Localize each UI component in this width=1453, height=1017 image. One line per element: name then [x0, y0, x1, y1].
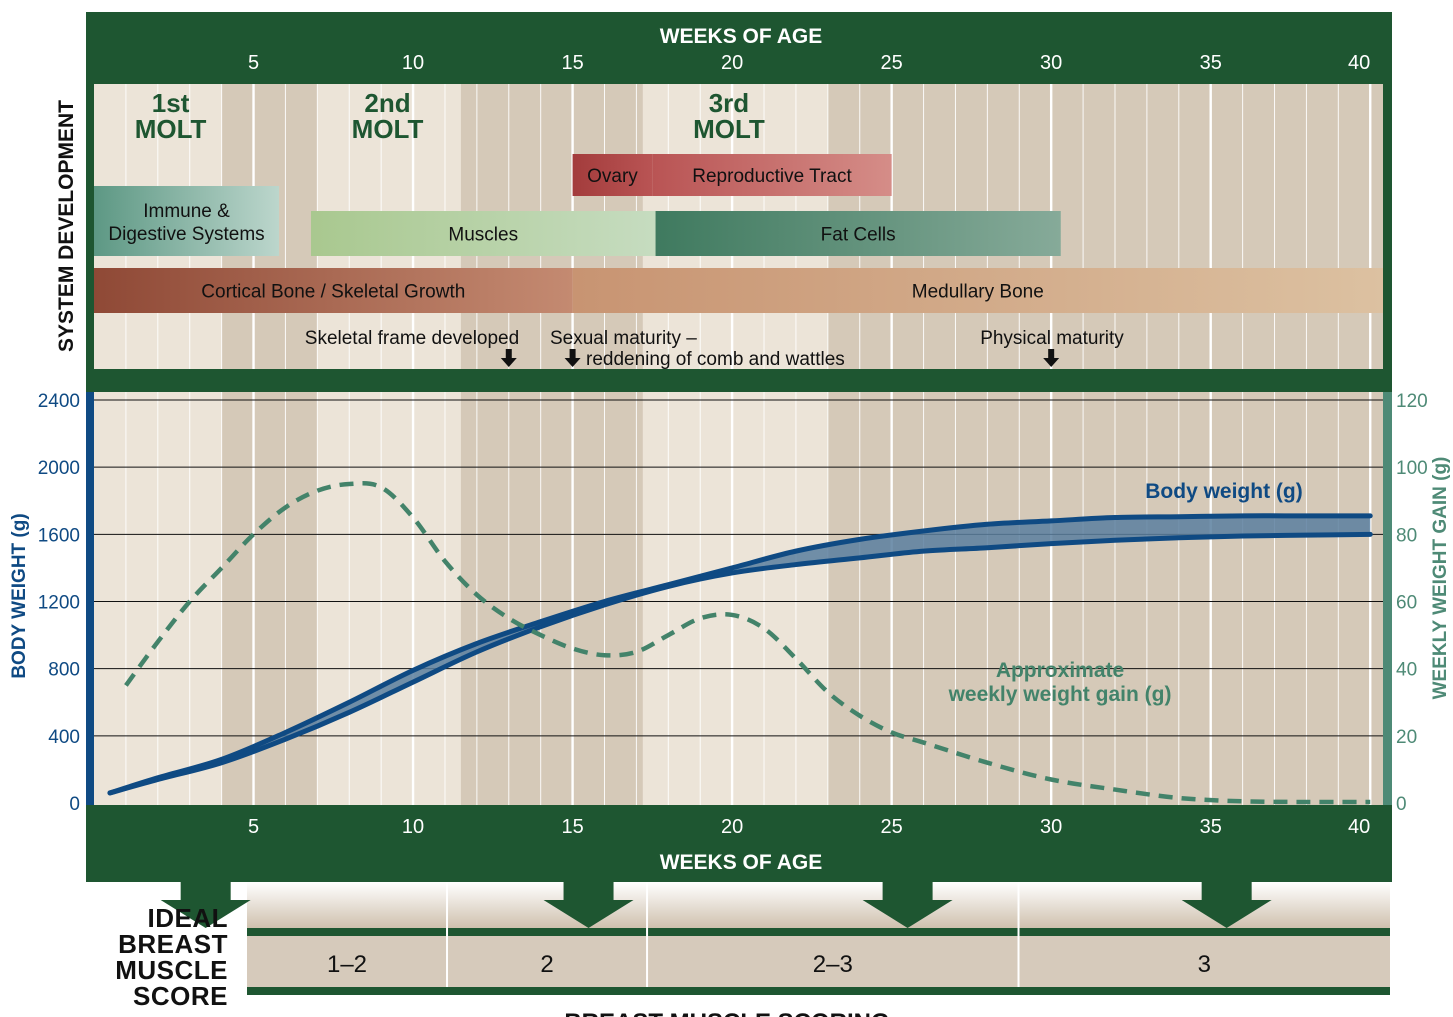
- score-bottom-rule: [247, 987, 1390, 995]
- x-tick-label-bottom: 20: [721, 816, 743, 838]
- development-bar-label: Immune &: [143, 201, 230, 222]
- x-tick-label-bottom: 35: [1200, 816, 1222, 838]
- x-tick-label-bottom: 5: [248, 816, 259, 838]
- x-axis-title-bottom: WEEKS OF AGE: [660, 851, 823, 874]
- x-tick-label-bottom: 15: [561, 816, 583, 838]
- development-bar-label: Reproductive Tract: [692, 166, 852, 187]
- y-left-tick-label: 800: [48, 660, 80, 681]
- y-left-tick-label: 400: [48, 727, 80, 748]
- x-axis-title-top: WEEKS OF AGE: [660, 25, 823, 48]
- y-right-tick-label: 80: [1396, 525, 1417, 546]
- y-left-tick-label: 0: [69, 794, 80, 815]
- left-axis-bar: [86, 392, 94, 805]
- molt-label: 3rd: [709, 88, 749, 118]
- score-label: 1–2: [327, 951, 367, 978]
- x-tick-label-top: 5: [248, 52, 259, 74]
- development-bar: [94, 268, 573, 313]
- development-bar: [655, 211, 1061, 256]
- right-axis-bar: [1383, 392, 1392, 805]
- molt-label: MOLT: [135, 114, 207, 144]
- development-bar-label: Medullary Bone: [912, 282, 1044, 303]
- x-tick-label-top: 40: [1348, 52, 1370, 74]
- molt-label: MOLT: [352, 114, 424, 144]
- y-right-tick-label: 20: [1396, 727, 1417, 748]
- y-right-tick-label: 120: [1396, 391, 1428, 412]
- y-right-tick-label: 40: [1396, 660, 1417, 681]
- milestone-label: Sexual maturity –: [550, 328, 697, 349]
- breast-muscle-title-line: IDEAL: [147, 903, 228, 933]
- breast-muscle-scoring-title: BREAST MUSCLE SCORING: [564, 1009, 889, 1017]
- molt-label: 1st: [152, 88, 190, 118]
- y-left-tick-label: 2000: [38, 458, 80, 479]
- development-bar-label: Muscles: [448, 225, 518, 246]
- x-tick-label-bottom: 40: [1348, 816, 1370, 838]
- breast-muscle-title-line: MUSCLE: [115, 955, 228, 985]
- x-tick-label-bottom: 30: [1040, 816, 1062, 838]
- left-axis-area: [0, 392, 86, 805]
- development-bar: [572, 154, 653, 196]
- development-bar-label: Digestive Systems: [108, 224, 264, 245]
- milestone-arrow: [1043, 349, 1060, 367]
- milestone-label: reddening of comb and wattles: [586, 349, 845, 370]
- score-arrow: [160, 882, 251, 928]
- x-tick-label-top: 10: [402, 52, 424, 74]
- score-arrow: [543, 882, 634, 928]
- system-development-title: SYSTEM DEVELOPMENT: [55, 100, 78, 352]
- milestone-arrow: [564, 349, 581, 367]
- weekly-gain-label: Approximate: [996, 659, 1124, 682]
- milestone-label: Physical maturity: [980, 328, 1124, 349]
- body-weight-upper-line: [107, 513, 1373, 796]
- score-row-background: [247, 936, 1390, 987]
- y-right-tick-label: 60: [1396, 593, 1417, 614]
- right-axis-area: [1392, 392, 1453, 805]
- y-left-tick-label: 1200: [38, 593, 80, 614]
- molt-shading: [827, 392, 1383, 805]
- breast-muscle-title-line: SCORE: [133, 981, 228, 1011]
- development-bar: [572, 268, 1383, 313]
- development-bar-label: Ovary: [587, 166, 638, 187]
- y-right-tick-label: 100: [1396, 458, 1428, 479]
- body-weight-label: Body weight (g): [1145, 480, 1302, 503]
- score-top-rule: [247, 928, 1390, 936]
- x-tick-label-bottom: 10: [402, 816, 424, 838]
- score-label: 3: [1198, 951, 1211, 978]
- molt-label: MOLT: [693, 114, 765, 144]
- y-right-axis-title: WEEKLY WEIGHT GAIN (g): [1430, 457, 1451, 700]
- x-tick-label-top: 35: [1200, 52, 1222, 74]
- x-tick-label-top: 30: [1040, 52, 1062, 74]
- development-bar: [652, 154, 892, 196]
- milestone-arrow: [500, 349, 517, 367]
- score-label: 2: [540, 951, 553, 978]
- development-bar: [310, 211, 656, 256]
- development-bar: [94, 186, 280, 256]
- y-right-tick-label: 0: [1396, 794, 1407, 815]
- y-left-tick-label: 2400: [38, 391, 80, 412]
- x-tick-label-top: 25: [881, 52, 903, 74]
- score-arrow: [1181, 882, 1272, 928]
- body-weight-lower-line: [107, 531, 1373, 796]
- milestone-label: Skeletal frame developed: [305, 328, 519, 349]
- weekly-gain-label: weekly weight gain (g): [948, 683, 1172, 706]
- breast-muscle-title-line: BREAST: [118, 929, 228, 959]
- molt-label: 2nd: [364, 88, 410, 118]
- breast-muscle-title: IDEAL BREAST MUSCLE SCORE: [115, 905, 228, 1009]
- weekly-gain-line: [124, 481, 1371, 805]
- y-left-axis-title: BODY WEIGHT (g): [9, 513, 30, 678]
- x-tick-label-top: 20: [721, 52, 743, 74]
- development-bar-label: Fat Cells: [821, 225, 896, 246]
- development-bar-label: Cortical Bone / Skeletal Growth: [201, 282, 465, 303]
- panel-separator: [86, 369, 1392, 392]
- x-tick-label-top: 15: [561, 52, 583, 74]
- score-label: 2–3: [813, 951, 853, 978]
- y-left-tick-label: 1600: [38, 525, 80, 546]
- x-tick-label-bottom: 25: [881, 816, 903, 838]
- score-arrow: [862, 882, 953, 928]
